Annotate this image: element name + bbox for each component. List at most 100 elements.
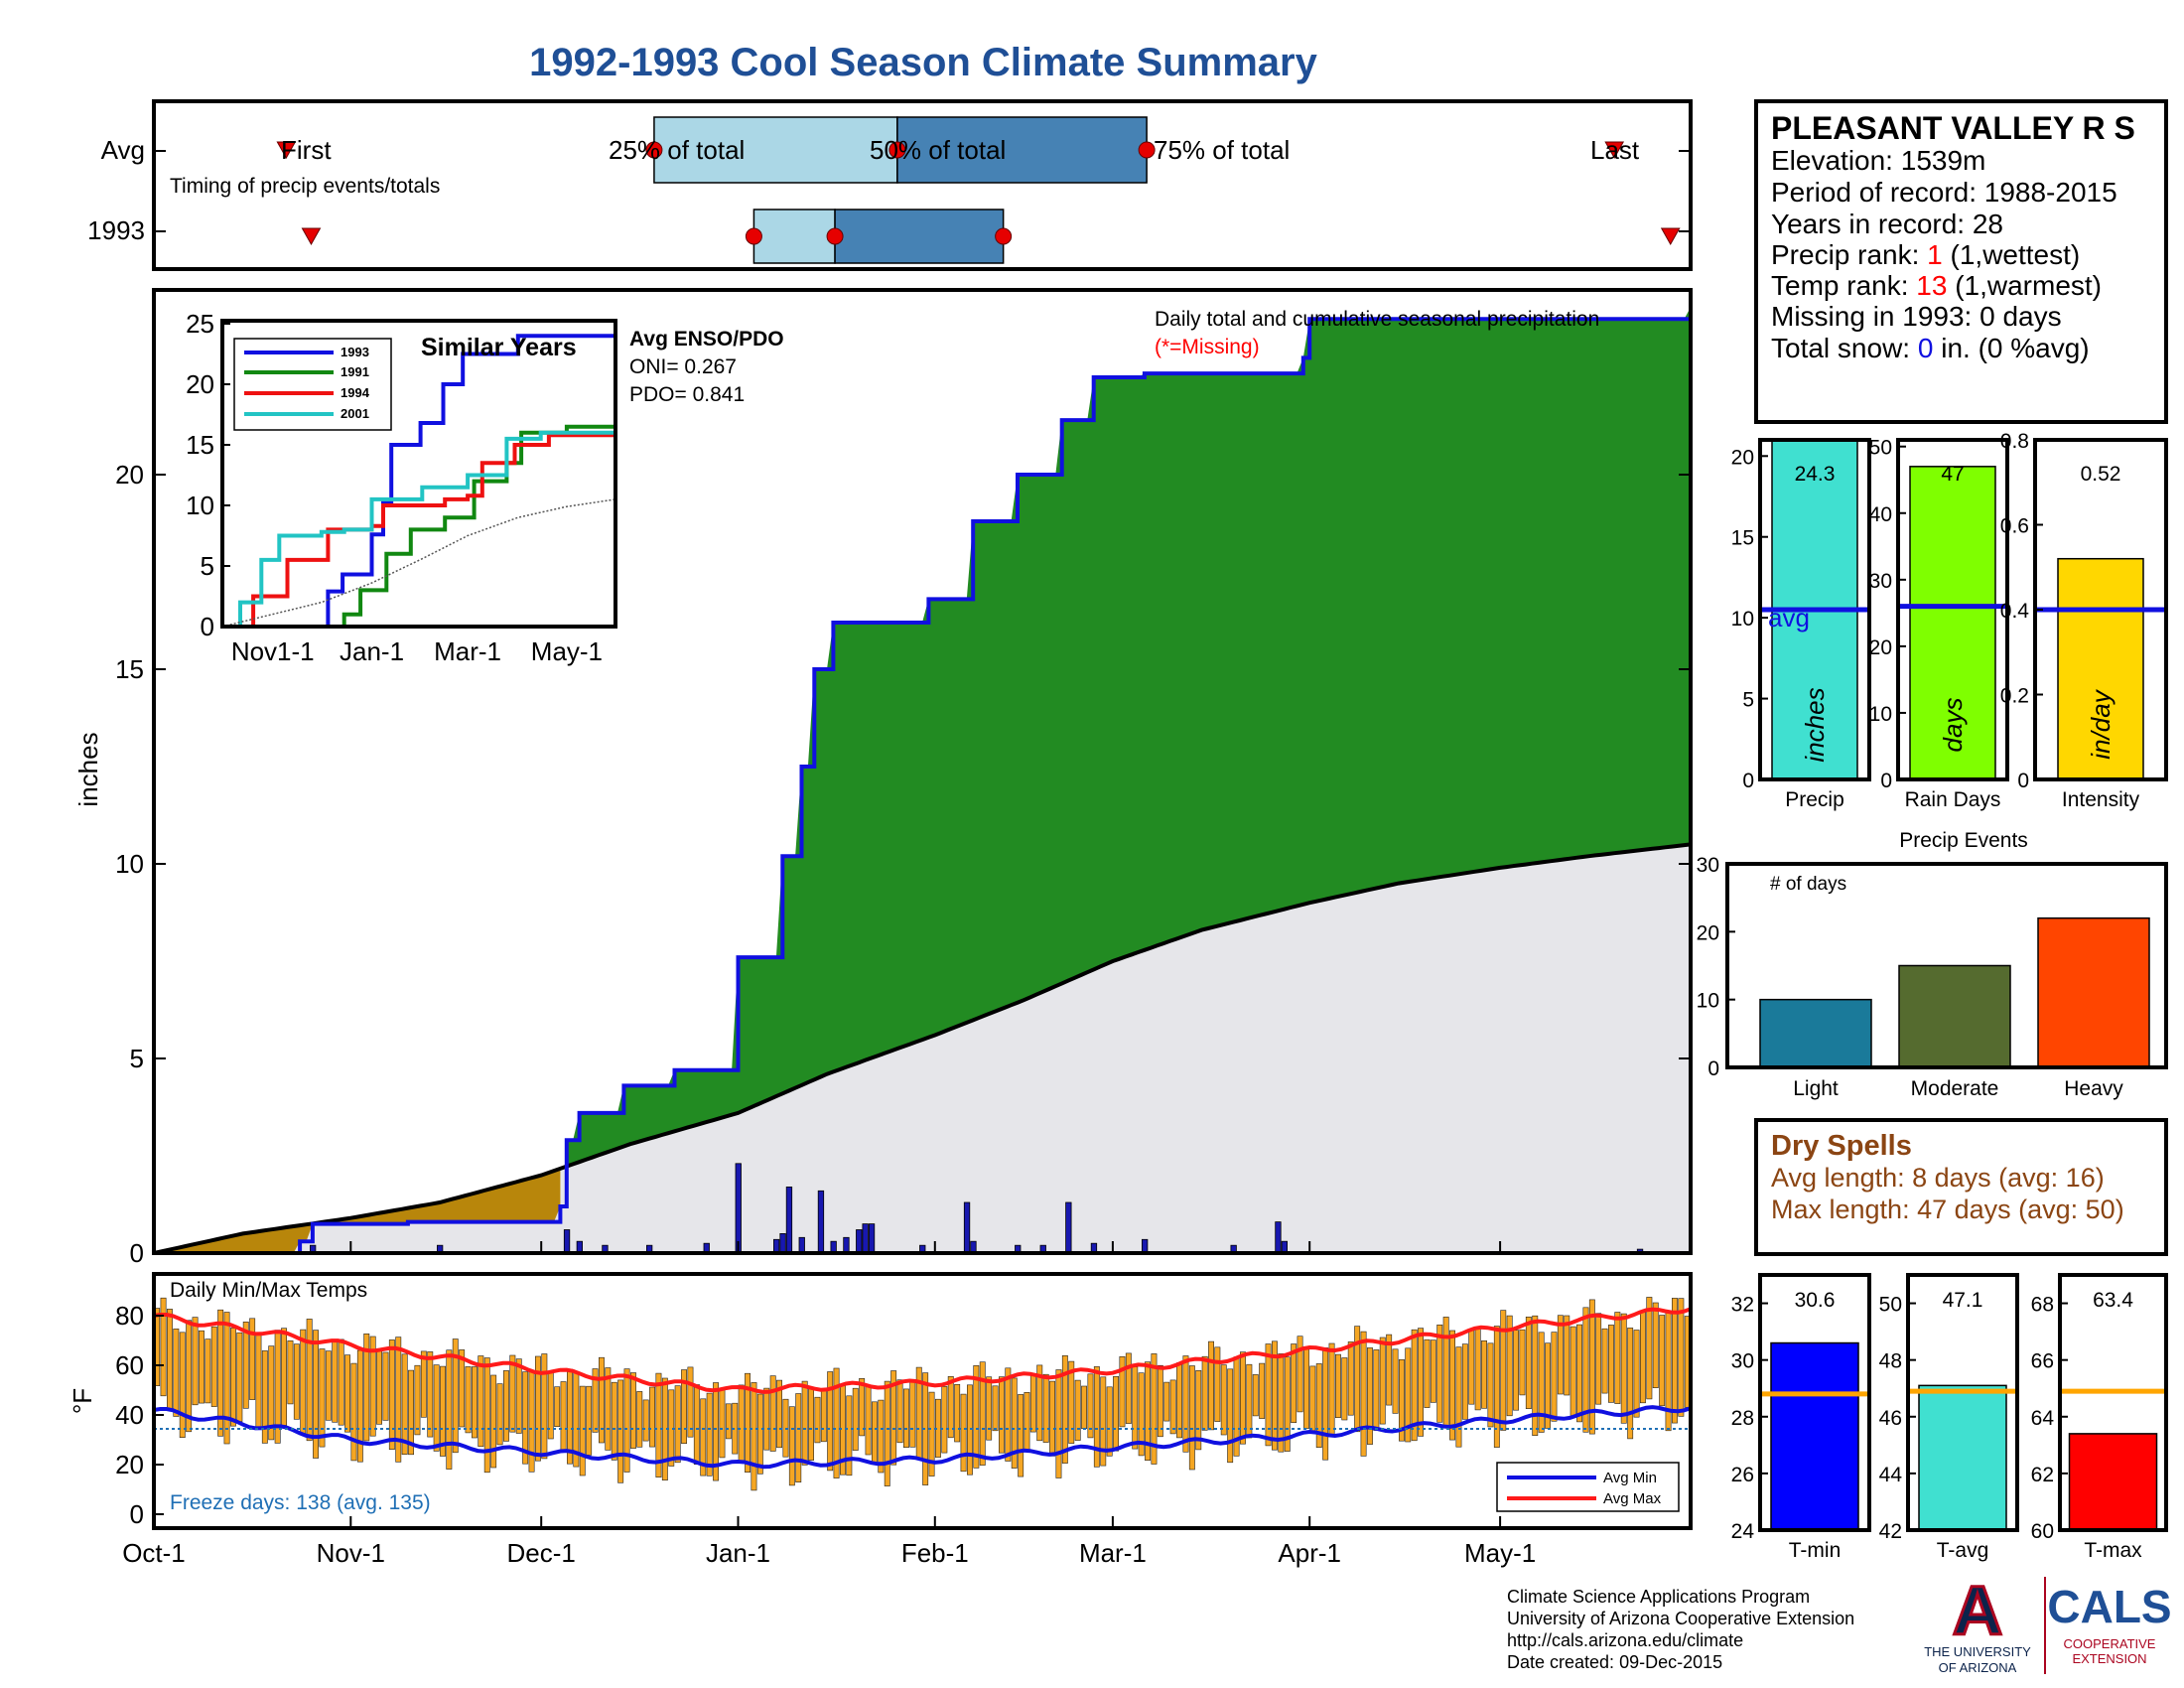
daily-temp-bar xyxy=(592,1368,599,1433)
precip-events-chart: Light Moderate Heavy 0 10 20 30 # of days Precip… xyxy=(1697,829,2168,1100)
timing-quartile-dot xyxy=(888,141,906,159)
temp-summary-tick-label: 64 xyxy=(2031,1407,2055,1430)
cumulative-1993-line xyxy=(154,307,1693,1255)
daily-temp-bar xyxy=(496,1383,503,1446)
temp-legend: Avg Min Avg Max xyxy=(1496,1462,1680,1512)
daily-temp-bar xyxy=(636,1391,643,1448)
daily-temp-bar xyxy=(1151,1353,1158,1465)
daily-temp-bar xyxy=(605,1367,612,1451)
daily-temp-bar xyxy=(649,1386,656,1448)
event-bar-light xyxy=(1759,998,1872,1068)
missing-note: (*=Missing) xyxy=(1155,336,1260,358)
daily-temp-bar xyxy=(446,1349,453,1470)
dry-spells-panel: Dry Spells Avg length: 8 days (avg: 16) … xyxy=(1754,1118,2168,1256)
total-tick-label: 0 xyxy=(2017,770,2029,792)
daily-temp-bar xyxy=(859,1378,866,1437)
daily-precip-bar xyxy=(1065,1201,1072,1254)
daily-temp-bar xyxy=(1195,1370,1202,1451)
daily-temp-bar xyxy=(1074,1379,1081,1441)
inset-lines xyxy=(221,332,617,629)
daily-temp-bar xyxy=(954,1384,961,1443)
daily-precip-bar xyxy=(862,1223,869,1254)
total-unit-label: days xyxy=(1938,698,1968,753)
total-value-label: 47 xyxy=(1941,463,1964,486)
events-tick-label: 10 xyxy=(1697,990,1719,1013)
temp-summary-bar-t-min xyxy=(1770,1341,1859,1531)
inset-frame xyxy=(220,319,617,629)
inset-y-tick-label: 20 xyxy=(186,369,214,399)
precip-rank-label: Precip rank: xyxy=(1771,239,1927,270)
daily-temp-bar xyxy=(1582,1307,1589,1433)
legend-label-avg-min: Avg Min xyxy=(1603,1470,1657,1486)
daily-temp-bar xyxy=(1303,1348,1309,1429)
daily-temp-bar xyxy=(1018,1394,1024,1477)
daily-temp-bar xyxy=(865,1386,872,1456)
daily-temp-bar xyxy=(1259,1362,1266,1419)
daily-temp-bar xyxy=(560,1381,567,1452)
daily-temp-bar xyxy=(236,1332,243,1422)
daily-temp-bar xyxy=(1608,1325,1614,1403)
daily-temp-bar xyxy=(1315,1363,1322,1449)
timing-quartile-dot xyxy=(745,227,762,245)
x-tick-label: Apr-1 xyxy=(1278,1538,1341,1568)
daily-temp-bar xyxy=(1246,1363,1253,1439)
station-frame xyxy=(1754,99,2168,424)
temp-summary-tick-label: 46 xyxy=(1879,1407,1902,1430)
avg-cumulative-line xyxy=(153,842,1692,1255)
events-tick-label: 0 xyxy=(1707,1057,1719,1080)
daily-precip-bar xyxy=(779,1233,786,1254)
daily-temp-bar xyxy=(395,1336,402,1463)
total-bar-intensity xyxy=(2057,557,2144,780)
total-unit-label: inches xyxy=(1800,687,1830,762)
similar-years-inset: 0 5 10 15 20 25 Nov1-1 Jan-1 Mar-1 May-1 Similar … xyxy=(186,309,617,666)
events-tick-label: 20 xyxy=(1697,921,1719,944)
daily-temp-bar xyxy=(896,1379,903,1444)
daily-temp-bar xyxy=(1100,1376,1107,1467)
dry-spells-title: Dry Spells xyxy=(1771,1130,1912,1162)
daily-temp-bar xyxy=(1392,1348,1399,1414)
daily-temp-bar xyxy=(941,1386,948,1454)
daily-temp-bar xyxy=(642,1399,649,1442)
inset-series-line-2001 xyxy=(222,408,617,629)
timing-box-q25-q50 xyxy=(752,209,836,264)
total-value-label: 0.52 xyxy=(2081,463,2121,486)
avg-marker-label: avg xyxy=(1768,603,1810,633)
snow-suffix: in. (0 %avg) xyxy=(1933,333,2089,363)
daily-temp-bar xyxy=(1132,1366,1139,1450)
timing-first-label: First xyxy=(281,135,332,165)
snow-label: Total snow: xyxy=(1771,333,1918,363)
daily-temp-bar xyxy=(1474,1328,1481,1411)
temp-frame xyxy=(152,1272,1693,1530)
date-x-ticks: Oct-1 Nov-1 Dec-1 Jan-1 Feb-1 Mar-1 Apr-1 May-1 xyxy=(122,1241,1536,1568)
daily-temp-bar xyxy=(681,1369,688,1444)
ua-name-2: OF ARIZONA xyxy=(1939,1660,2017,1675)
total-bar-frame xyxy=(1896,438,2009,781)
daily-temp-bar xyxy=(1093,1366,1100,1468)
total-tick-label: 15 xyxy=(1731,527,1754,550)
cumulative-precip-lines xyxy=(153,307,1693,1255)
timing-box-q50-q75 xyxy=(834,209,1005,264)
daily-temp-bar xyxy=(687,1366,694,1438)
daily-temp-bar xyxy=(909,1380,916,1448)
daily-temp-bar xyxy=(1169,1379,1176,1435)
station-period: Period of record: 1988-2015 xyxy=(1771,177,2117,208)
daily-temp-bar xyxy=(617,1379,624,1483)
inset-series-line-1993 xyxy=(222,332,617,629)
daily-temp-bar xyxy=(1145,1361,1152,1461)
daily-temp-bar xyxy=(655,1372,662,1477)
daily-temp-bar xyxy=(408,1369,414,1456)
daily-temp-bar xyxy=(1049,1380,1056,1457)
daily-temp-bar xyxy=(465,1366,472,1434)
daily-temp-bar xyxy=(230,1328,236,1427)
oni-value: ONI= 0.267 xyxy=(629,355,737,378)
x-tick-label: Nov-1 xyxy=(317,1538,385,1568)
daily-temp-bar xyxy=(1430,1339,1436,1403)
temp-title: Daily Min/Max Temps xyxy=(170,1279,367,1302)
snow-value: 0 xyxy=(1918,333,1934,363)
daily-temp-bar xyxy=(725,1403,732,1440)
total-tick-label: 0.4 xyxy=(2000,600,2030,623)
daily-temp-bar xyxy=(319,1348,326,1448)
total-value-label: 24.3 xyxy=(1795,463,1836,486)
daily-temp-bar xyxy=(1029,1373,1036,1433)
daily-temp-bar xyxy=(1182,1355,1189,1453)
